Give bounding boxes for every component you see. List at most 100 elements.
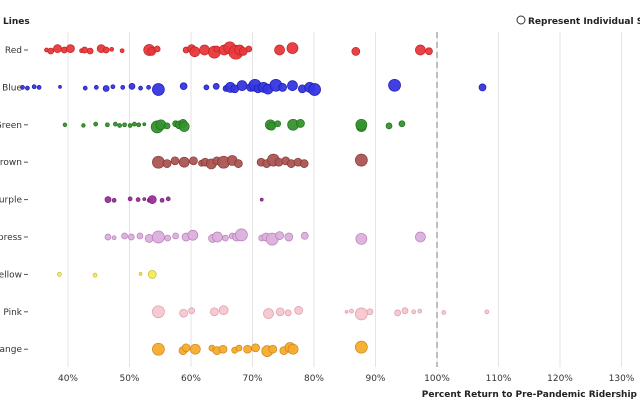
station-point[interactable] — [235, 344, 243, 352]
station-point[interactable] — [294, 306, 303, 315]
station-point[interactable] — [31, 84, 37, 90]
station-point[interactable] — [263, 308, 274, 319]
station-point[interactable] — [104, 196, 112, 203]
station-point[interactable] — [187, 229, 199, 241]
station-point[interactable] — [127, 123, 133, 128]
station-point[interactable] — [57, 272, 62, 277]
station-point[interactable] — [284, 309, 292, 317]
station-point[interactable] — [299, 159, 309, 168]
station-point[interactable] — [351, 47, 361, 56]
station-point[interactable] — [355, 340, 368, 354]
station-point[interactable] — [178, 156, 190, 168]
station-point[interactable] — [218, 305, 229, 316]
station-point[interactable] — [36, 85, 42, 90]
station-point[interactable] — [159, 197, 165, 203]
station-point[interactable] — [102, 85, 110, 92]
station-point[interactable] — [355, 118, 368, 131]
station-point[interactable] — [102, 46, 110, 54]
station-point[interactable] — [53, 44, 62, 53]
station-point[interactable] — [81, 123, 86, 128]
station-point[interactable] — [199, 44, 210, 56]
station-point[interactable] — [415, 231, 426, 243]
station-point[interactable] — [278, 83, 287, 92]
station-point[interactable] — [179, 308, 188, 318]
station-point[interactable] — [274, 44, 285, 56]
station-point[interactable] — [218, 344, 228, 354]
station-point[interactable] — [111, 235, 117, 241]
station-point[interactable] — [170, 156, 180, 166]
station-point[interactable] — [308, 83, 321, 96]
station-point[interactable] — [93, 85, 99, 90]
station-point[interactable] — [81, 46, 88, 54]
station-point[interactable] — [152, 230, 165, 244]
station-point[interactable] — [178, 121, 190, 132]
station-point[interactable] — [164, 234, 171, 242]
station-point[interactable] — [212, 231, 223, 243]
station-point[interactable] — [349, 308, 354, 314]
station-point[interactable] — [259, 197, 264, 202]
station-point[interactable] — [401, 307, 409, 315]
station-point[interactable] — [478, 83, 487, 92]
station-point[interactable] — [136, 122, 142, 128]
station-point[interactable] — [411, 309, 416, 315]
station-point[interactable] — [189, 46, 201, 58]
station-point[interactable] — [128, 82, 136, 90]
station-point[interactable] — [144, 234, 154, 243]
station-point[interactable] — [25, 85, 30, 91]
station-point[interactable] — [203, 84, 210, 91]
station-point[interactable] — [366, 308, 374, 316]
station-point[interactable] — [138, 272, 143, 276]
station-point[interactable] — [385, 122, 393, 130]
station-point[interactable] — [355, 153, 368, 167]
station-point[interactable] — [152, 342, 165, 356]
station-point[interactable] — [388, 78, 401, 92]
station-point[interactable] — [120, 85, 126, 90]
station-point[interactable] — [286, 42, 299, 54]
station-point[interactable] — [147, 195, 157, 204]
station-point[interactable] — [146, 85, 151, 90]
station-point[interactable] — [121, 232, 128, 240]
station-point[interactable] — [109, 46, 115, 52]
station-point[interactable] — [119, 48, 125, 54]
station-point[interactable] — [147, 270, 157, 279]
station-point[interactable] — [210, 307, 219, 317]
station-point[interactable] — [153, 45, 161, 53]
station-point[interactable] — [417, 308, 423, 314]
station-point[interactable] — [275, 307, 285, 317]
station-point[interactable] — [113, 121, 118, 127]
station-point[interactable] — [163, 122, 171, 130]
station-point[interactable] — [152, 83, 165, 96]
station-point[interactable] — [296, 119, 305, 128]
station-point[interactable] — [236, 80, 248, 92]
station-point[interactable] — [284, 232, 294, 242]
station-point[interactable] — [181, 343, 191, 353]
station-point[interactable] — [135, 197, 141, 202]
station-point[interactable] — [189, 156, 198, 166]
station-point[interactable] — [222, 234, 229, 242]
station-point[interactable] — [132, 121, 137, 127]
station-point[interactable] — [189, 343, 201, 355]
station-point[interactable] — [105, 122, 110, 128]
station-point[interactable] — [274, 120, 282, 128]
station-point[interactable] — [162, 159, 172, 168]
station-point[interactable] — [122, 122, 127, 128]
station-point[interactable] — [127, 196, 133, 202]
station-point[interactable] — [344, 309, 349, 314]
station-point[interactable] — [188, 307, 195, 315]
station-point[interactable] — [47, 47, 55, 55]
station-point[interactable] — [136, 232, 144, 240]
station-point[interactable] — [86, 47, 94, 55]
station-point[interactable] — [441, 310, 447, 315]
station-point[interactable] — [110, 84, 116, 90]
station-point[interactable] — [275, 231, 284, 240]
station-point[interactable] — [355, 233, 368, 245]
station-point[interactable] — [355, 307, 368, 321]
station-point[interactable] — [138, 85, 143, 91]
station-point[interactable] — [235, 228, 248, 242]
station-point[interactable] — [268, 344, 278, 354]
station-point[interactable] — [394, 309, 401, 317]
station-point[interactable] — [104, 233, 112, 241]
station-point[interactable] — [484, 309, 490, 315]
station-point[interactable] — [245, 45, 253, 53]
station-point[interactable] — [179, 82, 188, 91]
